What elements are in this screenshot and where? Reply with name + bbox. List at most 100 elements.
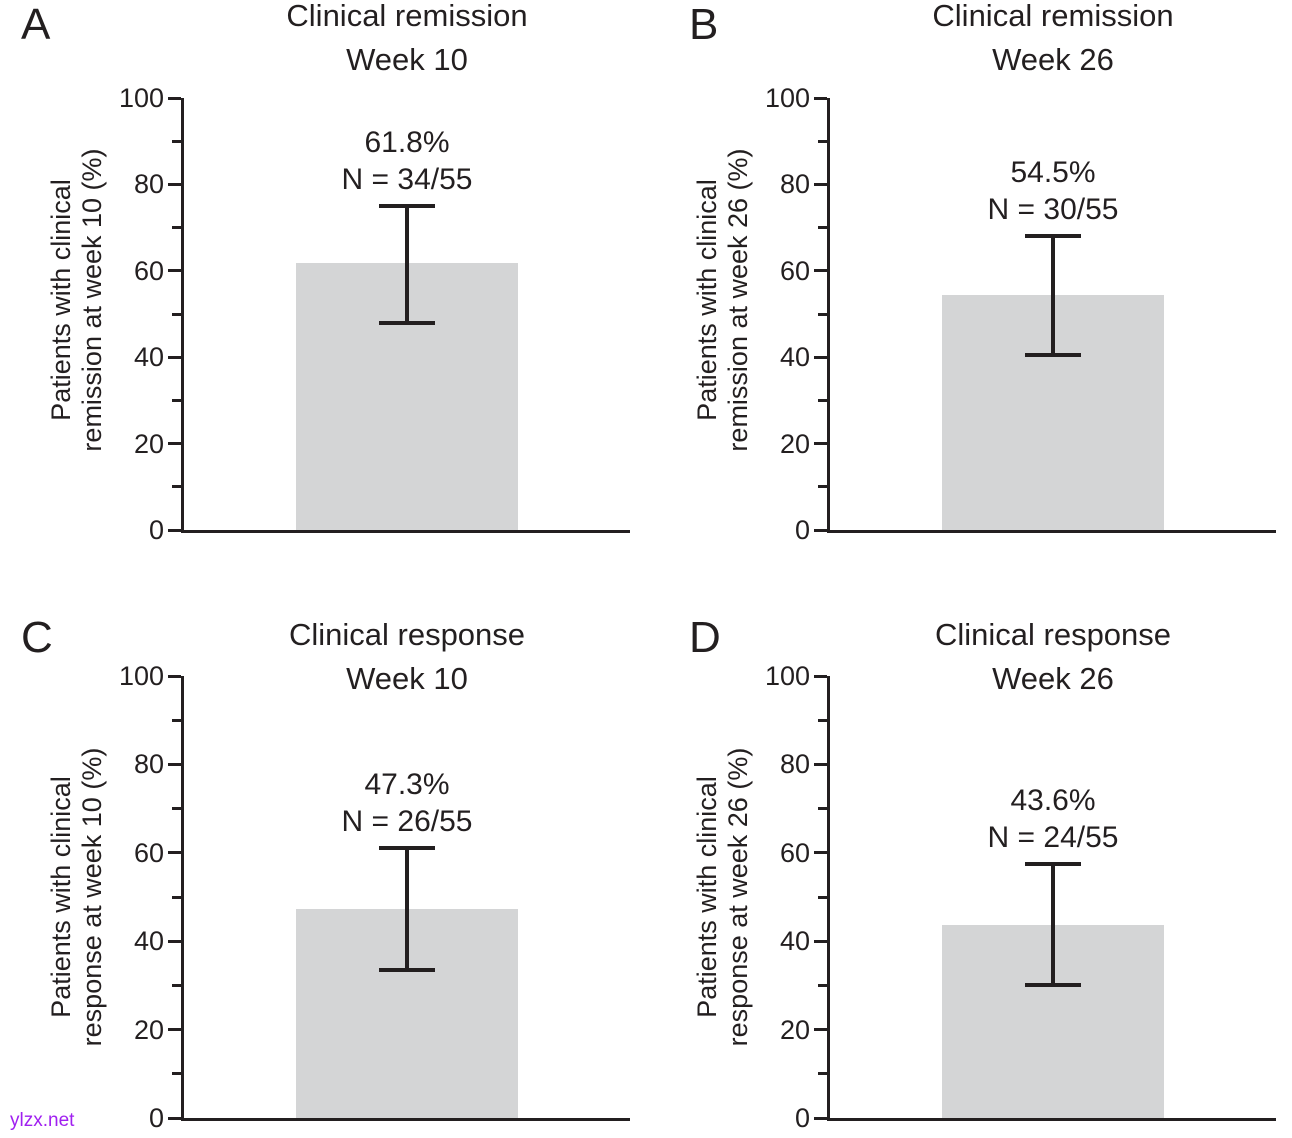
chart-title-line1: Clinical remission [932,0,1174,33]
bar-count-label: N = 26/55 [341,805,473,839]
error-bar-cap-top [379,846,435,851]
y-axis-minor-tick [818,312,827,316]
y-axis-tick-label: 60 [133,837,164,868]
y-axis-minor-tick [172,983,181,987]
y-axis-major-tick [168,1116,181,1120]
chart-title-line1: Clinical response [288,617,526,652]
error-bar-cap-top [1025,861,1081,866]
error-bar-line [405,203,409,323]
y-axis-title-line2: remission at week 26 (%) [723,148,753,452]
y-axis-major-tick [814,1028,827,1032]
chart-title: Clinical remission Week 26 [830,0,1276,82]
y-axis-title: Patients with clinical remission at week… [46,0,108,610]
y-axis-minor-tick [172,895,181,899]
error-bar-cap-bottom [379,320,435,325]
y-axis-major-tick [168,182,181,186]
y-axis-minor-tick [818,226,827,230]
y-axis-major-tick [814,939,827,943]
error-bar-cap-bottom [379,967,435,972]
chart-title-line1: Clinical remission [286,0,528,33]
y-axis-minor-tick [172,1072,181,1076]
y-axis-major-tick [168,1028,181,1032]
y-axis-tick-label: 60 [779,837,810,868]
y-axis-major-tick [168,674,181,678]
bar-percent-label: 61.8% [364,125,450,159]
y-axis-tick-label: 80 [133,749,164,780]
y-axis-major-tick [814,851,827,855]
y-axis-tick-label: 60 [133,255,164,286]
y-axis-title-line2: response at week 26 (%) [723,747,753,1047]
y-axis-major-tick [814,182,827,186]
y-axis-title: Patients with clinical response at week … [692,587,754,1138]
panel-clinical-remission-week26: B Clinical remission Week 26 Patients wi… [646,0,1292,569]
y-axis-major-tick [814,96,827,100]
panel-clinical-response-week10: C Clinical response Week 10 Patients wit… [0,600,646,1138]
error-bar-cap-top [379,203,435,208]
y-axis-tick-label: 60 [779,255,810,286]
x-axis-line [181,530,630,533]
y-axis-minor-tick [818,485,827,489]
bar-count-label: N = 30/55 [987,193,1119,227]
y-axis-tick-label: 0 [794,515,810,545]
y-axis-major-tick [168,96,181,100]
y-axis-title-line1: Patients with clinical [692,776,722,1018]
chart-title-line2: Week 10 [346,661,468,696]
error-bar-cap-top [1025,234,1081,239]
y-axis-line [827,98,830,533]
x-axis-line [181,1118,630,1121]
panel-letter: C [21,613,53,662]
plot-area: 61.8% N = 34/55 0 20 40 60 80 100 [119,83,630,545]
chart-title: Clinical response Week 26 [830,613,1276,701]
y-axis-title: Patients with clinical response at week … [46,587,108,1138]
watermark: ylzx.net [10,1110,75,1131]
y-axis-minor-tick [172,485,181,489]
y-axis-title-line1: Patients with clinical [692,179,722,421]
bar-percent-label: 54.5% [1010,156,1096,190]
y-axis-tick-label: 80 [779,169,810,200]
chart-title: Clinical response Week 10 [184,613,630,701]
y-axis-tick-label: 40 [133,342,164,373]
error-bar-line [1051,234,1055,356]
y-axis-major-tick [168,851,181,855]
y-axis-major-tick [814,762,827,766]
y-axis-minor-tick [172,398,181,402]
y-axis-tick-label: 80 [779,749,810,780]
y-axis-minor-tick [818,139,827,143]
y-axis-minor-tick [172,139,181,143]
bar-count-label: N = 34/55 [341,162,473,196]
y-axis-major-tick [168,762,181,766]
x-axis-line [827,530,1276,533]
panel-letter: A [21,0,51,49]
y-axis-minor-tick [818,895,827,899]
y-axis-minor-tick [818,983,827,987]
chart-title: Clinical remission Week 10 [184,0,630,82]
y-axis-major-tick [814,674,827,678]
y-axis-minor-tick [818,398,827,402]
error-bar-line [405,846,409,970]
y-axis-tick-label: 20 [779,1014,810,1045]
bar-annotation: 61.8% N = 34/55 [227,124,587,198]
y-axis-major-tick [814,528,827,532]
chart-title-line1: Clinical response [934,617,1172,652]
y-axis-major-tick [814,1116,827,1120]
y-axis-tick-label: 100 [764,83,810,113]
bar-percent-label: 47.3% [364,768,450,802]
y-axis-tick-label: 20 [779,428,810,459]
y-axis-line [181,676,184,1121]
chart-title-line2: Week 10 [346,42,468,77]
error-bar-cap-bottom [1025,353,1081,358]
y-axis-major-tick [168,442,181,446]
x-axis-line [827,1118,1276,1121]
y-axis-tick-label: 0 [148,1103,164,1133]
y-axis-tick-label: 80 [133,169,164,200]
y-axis-minor-tick [818,1072,827,1076]
panel-letter: B [689,0,719,49]
y-axis-minor-tick [818,807,827,811]
y-axis-major-tick [168,355,181,359]
y-axis-major-tick [168,939,181,943]
y-axis-major-tick [814,269,827,273]
bar-percent-label: 43.6% [1010,783,1096,817]
y-axis-tick-label: 40 [133,926,164,957]
y-axis-minor-tick [172,226,181,230]
